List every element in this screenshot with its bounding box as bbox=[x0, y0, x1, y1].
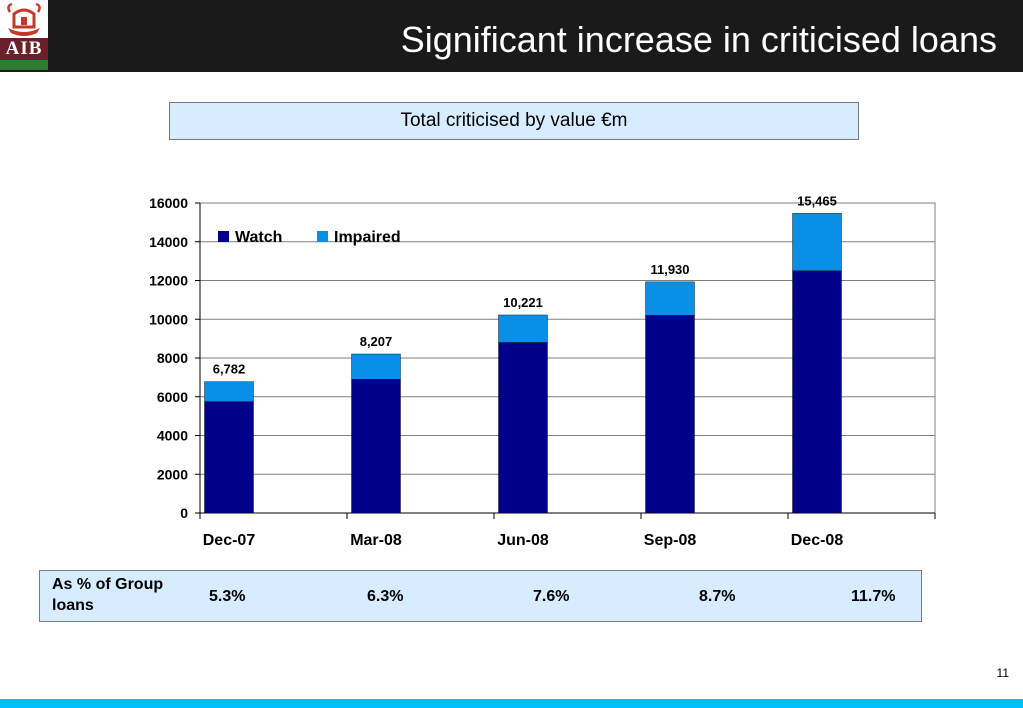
bar-watch bbox=[498, 342, 548, 514]
total-data-label: 15,465 bbox=[797, 193, 837, 208]
legend-label: Watch bbox=[235, 229, 282, 246]
bar-impaired bbox=[792, 213, 842, 272]
x-tick-label: Dec-07 bbox=[203, 532, 256, 549]
legend-swatch bbox=[317, 231, 328, 242]
group-loans-value: 6.3% bbox=[367, 588, 404, 605]
ark-emblem-icon bbox=[7, 2, 41, 36]
total-data-label: 8,207 bbox=[360, 334, 393, 349]
page-number: 11 bbox=[996, 666, 1009, 680]
header-bar: AIB Significant increase in criticised l… bbox=[0, 0, 1023, 72]
y-tick-label: 4000 bbox=[157, 428, 188, 444]
aib-logo: AIB bbox=[0, 0, 48, 70]
x-tick-label: Sep-08 bbox=[644, 532, 697, 549]
page-title: Significant increase in criticised loans bbox=[400, 19, 997, 60]
total-data-label: 6,782 bbox=[213, 362, 246, 377]
x-tick-label: Dec-08 bbox=[791, 532, 844, 549]
y-tick-label: 10000 bbox=[149, 311, 188, 327]
y-tick-label: 12000 bbox=[149, 273, 188, 289]
total-data-label: 11,930 bbox=[650, 262, 689, 277]
chart-subtitle: Total criticised by value €m bbox=[169, 102, 859, 140]
bar-watch bbox=[204, 401, 254, 514]
group-loans-value: 11.7% bbox=[851, 588, 896, 605]
bar-watch bbox=[792, 270, 842, 514]
y-tick-label: 14000 bbox=[149, 234, 188, 250]
group-loans-label: As % of Group loans bbox=[52, 576, 164, 614]
x-tick-label: Mar-08 bbox=[350, 532, 402, 549]
bar-watch bbox=[351, 379, 401, 514]
bottom-accent-bar bbox=[0, 699, 1023, 708]
bar-watch bbox=[645, 315, 695, 514]
y-tick-label: 0 bbox=[180, 505, 188, 521]
legend-label: Impaired bbox=[334, 229, 401, 246]
stacked-bar-chart: 0 2000 4000 6000 8000 10000 12000 14000 16000 Wat… bbox=[149, 193, 936, 549]
group-loans-table: As % of Group loans 5.3% 6.3% 7.6% 8.7% … bbox=[39, 570, 922, 622]
logo-text: AIB bbox=[0, 38, 48, 60]
group-loans-value: 7.6% bbox=[533, 588, 570, 605]
y-tick-label: 16000 bbox=[149, 195, 188, 211]
total-data-label: 10,221 bbox=[503, 295, 543, 310]
y-tick-label: 6000 bbox=[157, 389, 188, 405]
bar-impaired bbox=[351, 353, 401, 380]
x-tick-label: Jun-08 bbox=[497, 532, 549, 549]
group-loans-value: 5.3% bbox=[209, 588, 246, 605]
legend-swatch bbox=[218, 231, 229, 242]
y-tick-label: 2000 bbox=[157, 466, 188, 482]
group-loans-value: 8.7% bbox=[699, 588, 736, 605]
bar-impaired bbox=[498, 314, 548, 343]
y-tick-label: 8000 bbox=[157, 350, 188, 366]
bar-impaired bbox=[204, 381, 254, 402]
bar-impaired bbox=[645, 281, 695, 316]
logo-stripe bbox=[0, 60, 48, 70]
